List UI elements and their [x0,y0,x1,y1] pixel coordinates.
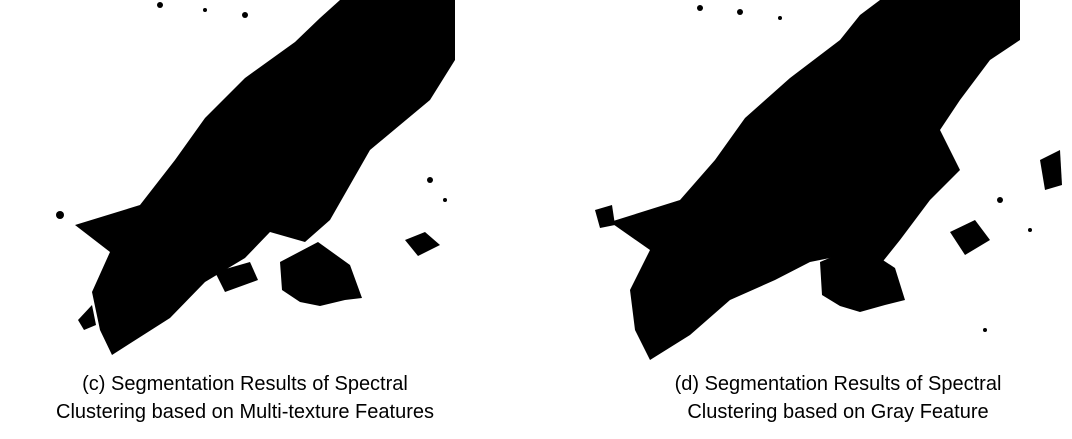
caption-line: (d) Segmentation Results of Spectral [675,373,1002,395]
caption-line: Clustering based on Gray Feature [687,401,988,423]
caption-line: (c) Segmentation Results of Spectral [82,373,408,395]
segmentation-image-d [595,0,1062,360]
figure: (c) Segmentation Results of Spectral Clu… [0,0,1072,434]
caption-line: Clustering based on Multi-texture Featur… [56,401,434,423]
segmentation-image-c [56,0,455,355]
